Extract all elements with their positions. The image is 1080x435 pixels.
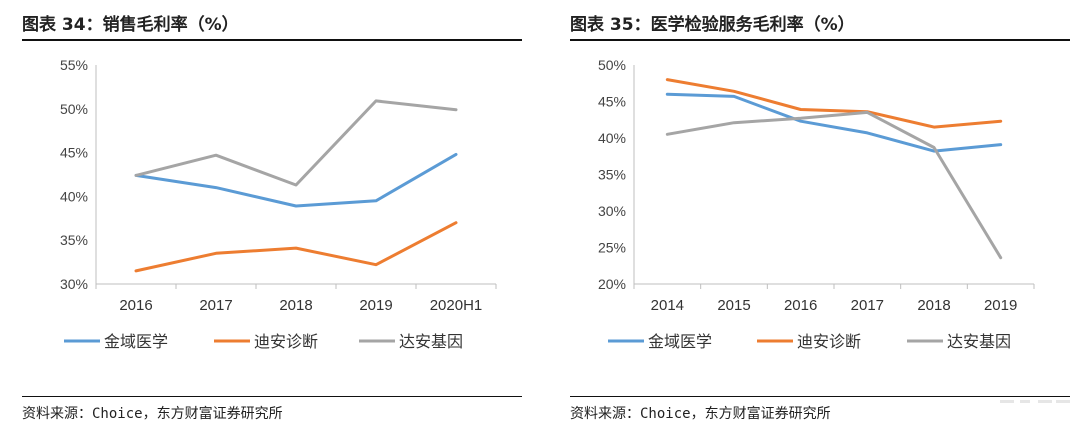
figure-35: 图表 35：医学检验服务毛利率（%） 50% 45% 40% 35% 30% 25% 20%…: [562, 0, 1072, 435]
y-tick-label: 45%: [60, 145, 88, 161]
figure-title: 图表 34：销售毛利率（%）: [22, 15, 239, 35]
y-tick-label: 55%: [60, 57, 88, 73]
y-tick-label: 50%: [60, 101, 88, 117]
y-tick-label: 45%: [598, 94, 626, 110]
figure-34: 图表 34：销售毛利率（%） 55% 50% 45% 40% 35% 30% 2016 201…: [14, 0, 524, 435]
legend-label: 迪安诊断: [254, 332, 318, 351]
legend-label: 达安基因: [399, 332, 463, 351]
y-tick-label: 30%: [60, 276, 88, 292]
x-tick-label: 2018: [279, 297, 312, 314]
y-tick-label: 30%: [598, 203, 626, 219]
y-tick-label: 40%: [60, 188, 88, 204]
legend-label: 达安基因: [947, 332, 1011, 351]
x-tick-label: 2019: [984, 297, 1017, 314]
source-rule: [22, 396, 522, 397]
x-tick-label: 2020H1: [430, 297, 483, 314]
y-tick-label: 35%: [60, 232, 88, 248]
series-line: [665, 78, 1003, 129]
x-tick-label: 2015: [717, 297, 750, 314]
x-tick-label: 2014: [651, 297, 684, 314]
series-line: [134, 221, 458, 273]
source-rule: [570, 396, 1070, 397]
legend-label: 金域医学: [104, 332, 168, 351]
series-line: [134, 152, 458, 208]
sales-gross-margin-chart: 55% 50% 45% 40% 35% 30% 2016 2017 2018 2019 2020H1…: [60, 57, 497, 351]
legend-label: 迪安诊断: [797, 332, 861, 351]
series-line: [134, 99, 458, 187]
series-line: [665, 110, 1003, 260]
y-tick-label: 40%: [598, 130, 626, 146]
y-tick-label: 25%: [598, 240, 626, 256]
x-tick-label: 2018: [917, 297, 950, 314]
x-tick-label: 2016: [784, 297, 817, 314]
lab-service-gross-margin-chart: 50% 45% 40% 35% 30% 25% 20% 2014 2015 2016 2017 201…: [598, 57, 1035, 351]
source-note: 资料来源：Choice，东方财富证券研究所: [22, 406, 283, 422]
x-tick-label: 2016: [119, 297, 152, 314]
source-note: 资料来源：Choice，东方财富证券研究所: [570, 406, 831, 422]
title-rule: [22, 39, 522, 41]
x-tick-label: 2017: [199, 297, 232, 314]
figure-title: 图表 35：医学检验服务毛利率（%）: [570, 15, 855, 35]
watermark-fragment: [1000, 400, 1070, 405]
y-tick-label: 50%: [598, 57, 626, 73]
x-tick-label: 2019: [359, 297, 392, 314]
series-line: [665, 92, 1003, 153]
legend-label: 金域医学: [648, 332, 712, 351]
title-rule: [570, 39, 1070, 41]
y-tick-label: 35%: [598, 167, 626, 183]
x-tick-label: 2017: [851, 297, 884, 314]
y-tick-label: 20%: [598, 276, 626, 292]
